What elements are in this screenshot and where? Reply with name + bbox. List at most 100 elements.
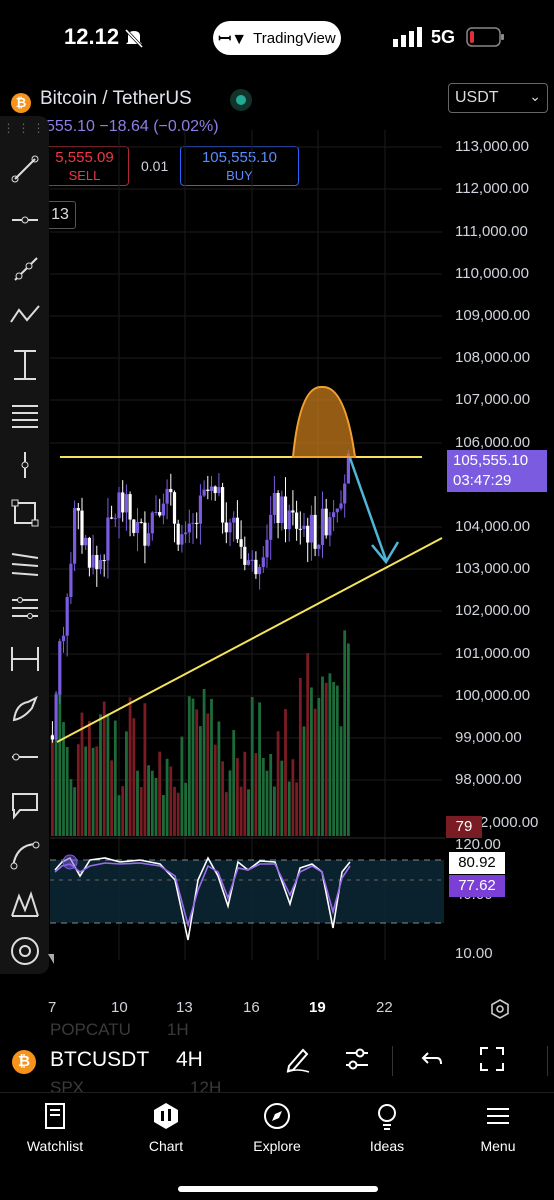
volume-bar [125, 731, 128, 836]
collapse-toolbar-icon[interactable] [48, 954, 54, 964]
volume-bar [165, 758, 169, 836]
candle-body [217, 487, 221, 494]
volume-bar [62, 722, 65, 836]
pattern-tool-icon[interactable] [6, 886, 44, 924]
line-tool-icon[interactable] [6, 738, 44, 776]
nav-menu-label: Menu [480, 1138, 516, 1154]
price-tick: 112,000.00 [455, 180, 529, 197]
candle-body [291, 510, 295, 513]
fullscreen-icon[interactable] [478, 1045, 506, 1078]
rsi-tick: 120.00 [455, 836, 501, 853]
volume-bar [247, 789, 250, 836]
nav-menu[interactable]: Menu [453, 1101, 543, 1154]
zigzag-tool-icon[interactable] [6, 296, 44, 334]
candle-body [235, 517, 239, 540]
status-time: 12.12 [64, 24, 120, 49]
candle-body [283, 496, 288, 530]
candle-body [180, 534, 184, 545]
cursor-tool-icon[interactable] [6, 932, 44, 970]
candle-body [117, 492, 121, 519]
tradingview-pill[interactable]: ꟷ▼ TradingView [213, 21, 341, 55]
candles [50, 449, 350, 743]
volume-bar [343, 630, 347, 836]
rectangle-tool-icon[interactable] [6, 494, 44, 532]
brush-tool-icon[interactable] [6, 690, 44, 728]
candle-body [135, 522, 140, 533]
volume-bar [210, 698, 213, 836]
nav-watchlist[interactable]: Watchlist [10, 1101, 100, 1154]
nav-watchlist-label: Watchlist [26, 1138, 84, 1154]
date-range-tool-icon[interactable] [6, 640, 44, 678]
bitcoin-icon: ₿ [12, 1050, 36, 1074]
indicators-icon[interactable] [343, 1045, 371, 1078]
draw-pen-icon[interactable] [283, 1044, 313, 1079]
volume-bar [306, 653, 310, 836]
ghost-symbol-1-name: POPCATU [50, 1020, 131, 1039]
volume-bar [291, 759, 295, 836]
forecast-arrow [348, 457, 388, 561]
candle-body [317, 544, 321, 549]
candle-body [239, 539, 243, 547]
settings-hex-icon[interactable] [489, 998, 511, 1025]
channel-tool-icon[interactable] [6, 544, 44, 582]
volume-bar [287, 781, 291, 836]
candle-body [202, 489, 206, 496]
price-tick: 2,000.00 [480, 814, 539, 831]
candle-body [50, 735, 54, 740]
volume-bar [147, 765, 150, 836]
vertical-line-tool-icon[interactable] [6, 446, 44, 484]
volume-bar [136, 770, 139, 836]
nav-chart[interactable]: Chart [121, 1101, 211, 1154]
horizontal-line-tool-icon[interactable] [6, 201, 44, 239]
volume-bar [324, 682, 328, 836]
volume-bar [139, 787, 143, 836]
pitchfork-tool-icon[interactable] [6, 588, 44, 626]
symbol-title[interactable]: Bitcoin / TetherUS [40, 88, 192, 109]
candle-body [191, 522, 195, 524]
measure-tool-icon[interactable] [6, 346, 44, 384]
candle-body [328, 517, 332, 536]
fib-tool-icon[interactable] [6, 396, 44, 434]
time-tick: 19 [309, 999, 326, 1016]
price-tick: 113,000.00 [455, 138, 529, 155]
arc-tool-icon[interactable] [6, 836, 44, 874]
tradingview-logo-icon: ꟷ▼ [218, 31, 248, 48]
ghost-symbol-1: POPCATU 1H [50, 1020, 189, 1040]
volume-bar [191, 698, 195, 836]
signal-icon [393, 27, 425, 52]
candle-body [158, 512, 162, 516]
ray-tool-icon[interactable] [6, 251, 44, 289]
volume-bar [332, 681, 335, 836]
volume-bar [154, 777, 158, 836]
nav-ideas[interactable]: Ideas [342, 1101, 432, 1154]
battery-icon [466, 27, 506, 52]
rsi-line-d [54, 862, 351, 929]
volume-bar [58, 690, 62, 836]
callout-tool-icon[interactable] [6, 786, 44, 824]
price-tick: 107,000.00 [455, 391, 531, 408]
candle-body [254, 559, 258, 575]
candle-body [143, 522, 147, 546]
spread-value: 0.01 [141, 158, 169, 174]
interval-selector[interactable]: 4H [176, 1048, 203, 1071]
volume-bar [184, 782, 187, 836]
compass-icon [264, 1103, 290, 1129]
candle-body [54, 694, 58, 740]
volume-bar [91, 747, 95, 836]
volume-bar [317, 697, 321, 836]
undo-icon[interactable] [417, 1048, 443, 1077]
candle-body [246, 560, 251, 565]
candle-body [172, 492, 177, 524]
candle-body [128, 494, 132, 520]
volume-bar [236, 758, 239, 836]
drag-handle-icon[interactable]: ⋮⋮⋮ [2, 121, 48, 135]
bar-countdown: 03:47:29 [453, 472, 512, 489]
nav-explore[interactable]: Explore [232, 1101, 322, 1154]
currency-select[interactable]: USDT ⌄ [448, 83, 548, 113]
volume-bar [213, 744, 217, 836]
price-chart[interactable] [0, 0, 445, 960]
volume-bar [217, 721, 221, 836]
home-indicator [178, 1186, 378, 1192]
trend-line-tool-icon[interactable] [6, 150, 44, 188]
symbol-ticker[interactable]: BTCUSDT [50, 1048, 150, 1071]
